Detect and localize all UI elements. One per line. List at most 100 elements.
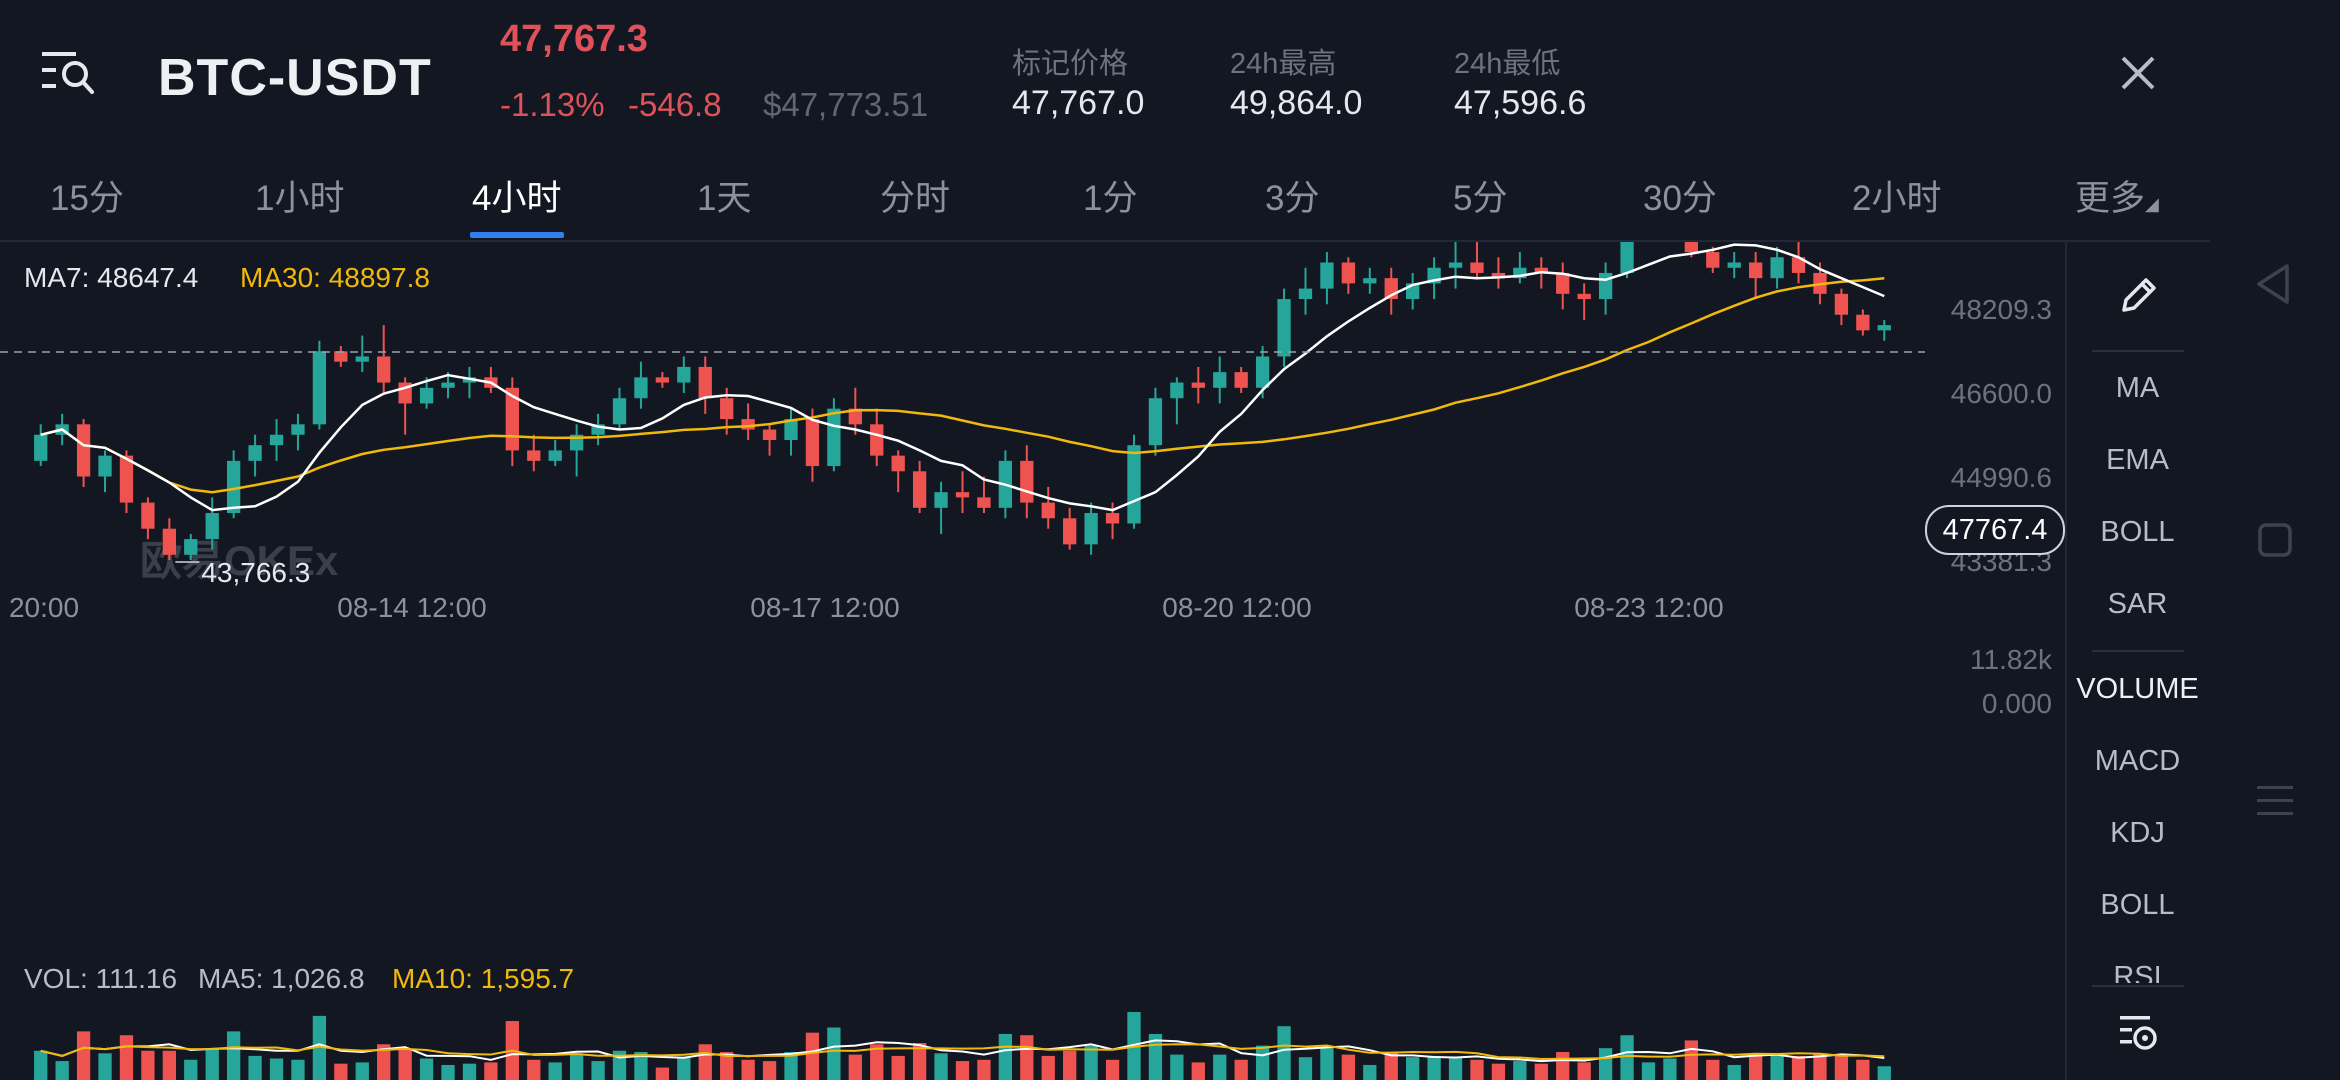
candle-body <box>227 460 241 514</box>
close-icon[interactable] <box>2115 50 2161 96</box>
last-price: 47,767.3 <box>500 18 648 60</box>
indicator-ma[interactable]: MA <box>2115 372 2160 404</box>
volume-bar <box>1041 1055 1055 1080</box>
high-24h-value: 49,864.0 <box>1230 84 1363 122</box>
volume-bar <box>248 1055 262 1080</box>
tab-timeline[interactable]: 分时 <box>880 179 951 218</box>
volume-bar <box>677 1057 691 1080</box>
candle-body <box>1298 288 1313 300</box>
indicator-rsi[interactable]: RSI <box>2113 961 2162 983</box>
volume-bar <box>912 1043 927 1080</box>
menu-list-icon[interactable] <box>40 48 98 98</box>
top-bar: BTC-USDT 47,767.3 -1.13% -546.8 $47,773.… <box>0 0 2210 150</box>
low-price-label: 43,766.3 <box>201 557 310 588</box>
candle-body <box>1148 398 1163 446</box>
recents-icon[interactable] <box>2255 782 2295 818</box>
candle-body <box>1255 356 1270 388</box>
candle-body <box>1791 257 1806 273</box>
candle-body <box>419 387 434 404</box>
candle-body <box>1749 262 1763 279</box>
candle-body <box>1513 267 1527 279</box>
mark-price-label: 标记价格 <box>1012 48 1129 80</box>
volume-bar <box>1770 1053 1784 1080</box>
volume-bar <box>1577 1062 1591 1080</box>
indicator-sar[interactable]: SAR <box>2107 588 2168 620</box>
volume-bar <box>1384 1052 1398 1080</box>
indicator-settings-icon[interactable] <box>2116 1010 2160 1054</box>
candle-body <box>1084 513 1098 545</box>
tab-15m[interactable]: 15分 <box>50 179 124 218</box>
pencil-icon[interactable] <box>2114 272 2162 320</box>
candle-body <box>269 434 284 446</box>
indicator-panel <box>2065 242 2212 1080</box>
candle-body <box>1170 382 1184 399</box>
volume-bar <box>462 1063 477 1080</box>
candle-body <box>784 419 798 440</box>
candle-body <box>1834 293 1849 315</box>
change-percent: -1.13% <box>500 86 605 123</box>
vol-legend: VOL: 111.16 <box>24 963 178 994</box>
panel-divider <box>2092 650 2184 652</box>
tab-5m[interactable]: 5分 <box>1453 179 1508 218</box>
indicator-volume[interactable]: VOLUME <box>2076 673 2199 705</box>
volume-bar <box>398 1049 412 1080</box>
volume-bar <box>1063 1050 1077 1080</box>
candle-body <box>1448 262 1463 268</box>
candle-body <box>1727 262 1741 268</box>
volume-bar <box>1406 1057 1420 1080</box>
indicator-boll[interactable]: BOLL <box>2100 516 2175 548</box>
candle-body <box>1363 278 1377 284</box>
home-icon[interactable] <box>2257 522 2293 558</box>
candle-body <box>248 445 262 461</box>
volume-bar <box>1255 1045 1270 1080</box>
volume-bar <box>720 1052 734 1080</box>
volume-bar <box>827 1027 841 1080</box>
candle-body <box>762 429 777 440</box>
volume-bar <box>805 1032 820 1080</box>
candle-body <box>912 471 927 508</box>
volume-bar <box>1363 1064 1377 1080</box>
tab-more[interactable]: 更多◢ <box>2075 170 2159 221</box>
back-icon[interactable] <box>2253 262 2293 306</box>
candle-body <box>977 497 991 508</box>
volume-bar <box>1084 1045 1098 1080</box>
low-24h-value: 47,596.6 <box>1454 84 1587 122</box>
tab-1d[interactable]: 1天 <box>697 179 752 218</box>
indicator-ema[interactable]: EMA <box>2106 444 2169 476</box>
tab-1h[interactable]: 1小时 <box>255 179 345 218</box>
candle-body <box>162 528 176 555</box>
volume-bar <box>269 1058 284 1080</box>
candle-body <box>355 356 369 362</box>
candle-body <box>1234 372 1248 388</box>
tab-more-label: 更多 <box>2075 179 2146 218</box>
volume-bar <box>334 1063 348 1080</box>
tab-30m[interactable]: 30分 <box>1643 179 1717 218</box>
indicator-kdj[interactable]: KDJ <box>2110 817 2165 849</box>
volume-bar <box>1277 1026 1291 1080</box>
candle-body <box>119 455 134 503</box>
candle-body <box>1856 314 1870 331</box>
volume-bar <box>1491 1063 1506 1080</box>
divider <box>0 240 2210 242</box>
high-24h-label: 24h最高 <box>1230 48 1337 80</box>
volume-bar <box>1598 1048 1613 1080</box>
panel-divider <box>2092 985 2184 987</box>
ma7-line <box>40 243 1885 512</box>
panel-divider <box>2092 350 2184 352</box>
volume-bar <box>1556 1052 1570 1080</box>
volume-bar <box>377 1044 391 1080</box>
tab-4h[interactable]: 4小时 <box>472 179 562 218</box>
volume-bar <box>1834 1054 1849 1080</box>
candle-body <box>334 351 348 362</box>
tab-2h[interactable]: 2小时 <box>1852 179 1942 218</box>
indicator-boll-sub[interactable]: BOLL <box>2100 889 2175 921</box>
tab-1m[interactable]: 1分 <box>1083 179 1138 218</box>
candle-body <box>1877 325 1891 331</box>
kline-chart[interactable]: 欧易OKEx 49818.748209.346600.044990.643381… <box>0 242 2065 1080</box>
tab-3m[interactable]: 3分 <box>1265 179 1320 218</box>
y-axis-label: 46600.0 <box>1951 378 2052 409</box>
timeframe-tabs: 15分 1小时 4小时 1天 分时 1分 3分 5分 30分 2小时 更多◢ <box>0 160 2210 240</box>
pair-title[interactable]: BTC-USDT <box>158 49 432 107</box>
volume-bar <box>1727 1064 1741 1080</box>
indicator-macd[interactable]: MACD <box>2094 745 2181 777</box>
